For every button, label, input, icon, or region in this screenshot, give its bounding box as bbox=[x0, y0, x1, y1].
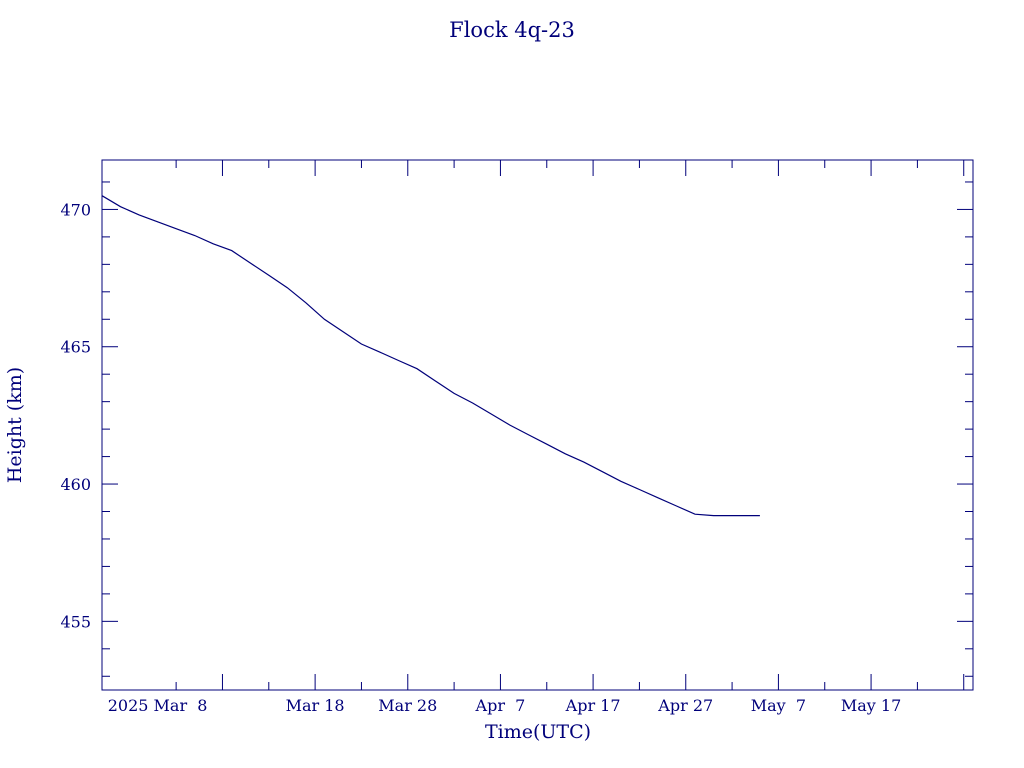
x-tick-label: May 17 bbox=[841, 696, 901, 715]
series-lines bbox=[101, 195, 760, 517]
y-tick-label: 470 bbox=[60, 200, 91, 219]
y-tick-label: 455 bbox=[60, 612, 91, 631]
x-tick-label: May 7 bbox=[751, 696, 806, 715]
x-tick-label: Mar 28 bbox=[378, 696, 437, 715]
x-tick-label: 2025 Mar 8 bbox=[108, 696, 208, 715]
x-axis-label: Time(UTC) bbox=[485, 721, 591, 743]
chart-title: Flock 4q-23 bbox=[449, 18, 575, 42]
y-tick-label: 465 bbox=[60, 338, 91, 357]
x-tick-labels: 2025 Mar 8 Mar 18 Mar 28 Apr 7 Apr 17 Apr 27 M… bbox=[108, 696, 902, 715]
x-tick-label: Apr 27 bbox=[657, 696, 713, 715]
y-axis-label: Height (km) bbox=[4, 367, 26, 483]
axis-ticks bbox=[102, 160, 973, 690]
x-tick-label: Apr 7 bbox=[475, 696, 526, 715]
y-tick-labels: 455 460 465 470 bbox=[60, 200, 91, 631]
plot-frame bbox=[101, 159, 974, 691]
x-tick-label: Apr 17 bbox=[565, 696, 621, 715]
y-tick-label: 460 bbox=[60, 475, 91, 494]
series-line bbox=[101, 195, 760, 517]
x-tick-label: Mar 18 bbox=[286, 696, 345, 715]
